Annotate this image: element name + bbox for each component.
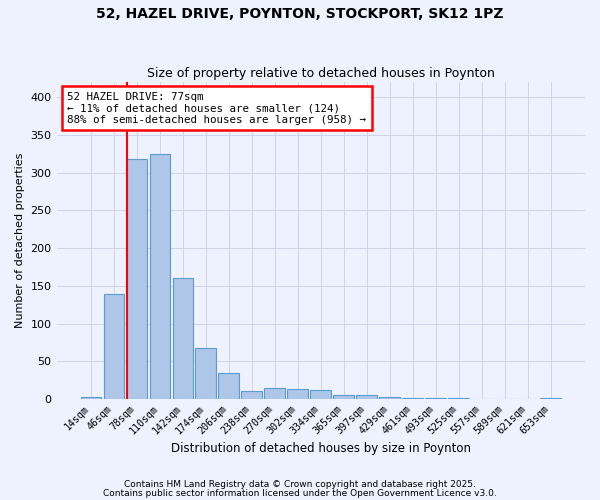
- Text: 52, HAZEL DRIVE, POYNTON, STOCKPORT, SK12 1PZ: 52, HAZEL DRIVE, POYNTON, STOCKPORT, SK1…: [96, 8, 504, 22]
- Bar: [149, 154, 170, 399]
- Bar: [403, 398, 423, 399]
- Bar: [425, 398, 446, 399]
- Text: Contains public sector information licensed under the Open Government Licence v3: Contains public sector information licen…: [103, 488, 497, 498]
- Title: Size of property relative to detached houses in Poynton: Size of property relative to detached ho…: [147, 66, 495, 80]
- Bar: [310, 390, 331, 399]
- Bar: [356, 396, 377, 399]
- Bar: [218, 374, 239, 399]
- X-axis label: Distribution of detached houses by size in Poynton: Distribution of detached houses by size …: [171, 442, 471, 455]
- Bar: [104, 294, 124, 399]
- Bar: [241, 391, 262, 399]
- Bar: [379, 397, 400, 399]
- Bar: [287, 389, 308, 399]
- Bar: [334, 394, 354, 399]
- Bar: [80, 397, 101, 399]
- Bar: [127, 159, 147, 399]
- Text: 52 HAZEL DRIVE: 77sqm
← 11% of detached houses are smaller (124)
88% of semi-det: 52 HAZEL DRIVE: 77sqm ← 11% of detached …: [67, 92, 366, 125]
- Bar: [173, 278, 193, 399]
- Y-axis label: Number of detached properties: Number of detached properties: [15, 153, 25, 328]
- Bar: [540, 398, 561, 399]
- Bar: [448, 398, 469, 399]
- Bar: [196, 348, 216, 399]
- Bar: [265, 388, 285, 399]
- Text: Contains HM Land Registry data © Crown copyright and database right 2025.: Contains HM Land Registry data © Crown c…: [124, 480, 476, 489]
